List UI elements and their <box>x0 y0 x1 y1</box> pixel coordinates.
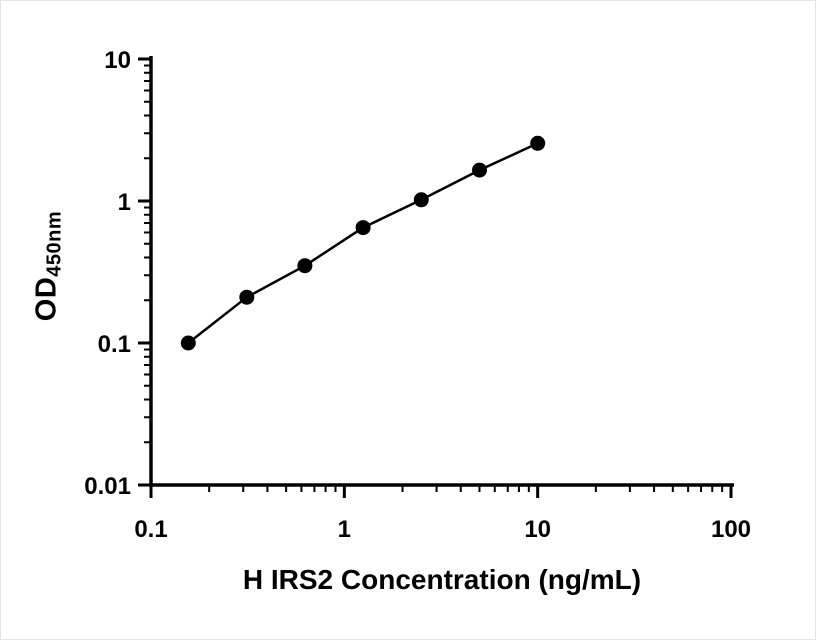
data-point <box>239 289 255 305</box>
x-tick-label: 1 <box>338 516 351 543</box>
data-point <box>530 135 546 151</box>
y-tick-label: 0.01 <box>84 473 131 500</box>
x-tick-label: 10 <box>524 516 551 543</box>
y-tick-label: 0.1 <box>98 331 131 358</box>
y-tick-label: 10 <box>104 47 131 74</box>
y-axis-title-sub: 450nm <box>43 210 66 277</box>
y-tick-label: 1 <box>118 189 131 216</box>
data-point <box>180 335 196 351</box>
data-point <box>355 220 371 236</box>
data-point <box>472 162 487 178</box>
x-axis-title: H IRS2 Concentration (ng/mL) <box>242 564 642 595</box>
data-point <box>297 258 313 274</box>
y-axis-title: OD450nm <box>30 210 66 322</box>
data-point <box>413 192 429 208</box>
x-tick-label: 0.1 <box>134 516 167 543</box>
x-tick-label: 100 <box>711 516 751 543</box>
y-axis-title-main: OD <box>30 276 63 322</box>
